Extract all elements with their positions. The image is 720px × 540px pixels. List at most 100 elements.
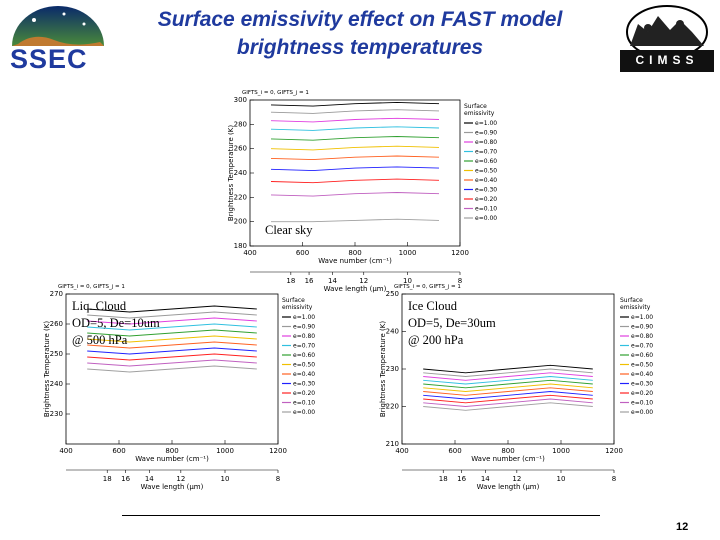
x-tick-label: 1200: [605, 447, 623, 455]
legend-title-1: Surface: [464, 103, 487, 110]
series-line-e=0.20: [270, 178, 440, 184]
y-tick-label: 220: [234, 193, 247, 201]
x-tick-label: 1000: [552, 447, 570, 455]
legend-label: e=0.90: [475, 130, 497, 137]
x-tick-label: 600: [112, 447, 125, 455]
y-tick-label: 260: [234, 145, 247, 153]
series-line-e=0.10: [423, 398, 593, 407]
series-line-e=0.00: [271, 218, 440, 223]
ssec-logo: SSEC: [4, 2, 112, 76]
legend-label: e=0.20: [293, 390, 315, 397]
chart-liquid-cloud: GIFTS_i = 0, GIFTS_j = 1 230 240 250 260 270 4…: [36, 278, 318, 503]
y-axis-label: Brightness Temperature (K): [379, 321, 387, 417]
legend-label: e=0.90: [631, 324, 653, 331]
series-line-e=0.00: [87, 365, 257, 373]
chart-ice-cloud: GIFTS_i = 0, GIFTS_j = 1 210 220 230 240 250 4…: [370, 278, 660, 503]
legend-label: e=0.50: [475, 168, 497, 175]
series-line-e=0.90: [87, 311, 257, 319]
x2-tick-label: 10: [403, 277, 412, 285]
series-line-e=0.90: [270, 109, 440, 114]
series-group: [87, 305, 257, 373]
x-tick-label: 400: [243, 249, 256, 257]
note-clear-sky: Clear sky: [265, 222, 313, 239]
note-clear-sky-line: Clear sky: [265, 223, 313, 237]
x2-tick-label: 16: [121, 475, 130, 483]
series-line-e=0.70: [423, 376, 593, 385]
legend-title-2: emissivity: [464, 110, 495, 117]
legend-label: e=0.40: [293, 371, 315, 378]
legend-label: e=0.80: [293, 333, 315, 340]
x-tick-label: 1000: [216, 447, 234, 455]
x2-tick-label: 12: [512, 475, 521, 483]
y-tick-label: 270: [50, 290, 63, 298]
x2-tick-label: 14: [328, 277, 337, 285]
legend-title-1: Surface: [282, 297, 305, 304]
x-tick-label: 600: [296, 249, 309, 257]
legend-label: e=0.20: [631, 390, 653, 397]
legend-title-2: emissivity: [620, 304, 651, 311]
legend-label: e=0.00: [631, 409, 653, 416]
note-ice-cloud: Ice Cloud OD=5, De=30um @ 200 hPa: [408, 298, 496, 349]
x2-tick-label: 16: [457, 475, 466, 483]
chart-ice-cloud-svg: GIFTS_i = 0, GIFTS_j = 1 210 220 230 240 250 4…: [379, 284, 653, 491]
legend-label: e=0.70: [475, 149, 497, 156]
note-liquid-cloud-line-3: @ 500 hPa: [72, 333, 128, 347]
legend-label: e=0.40: [631, 371, 653, 378]
series-line-e=1.00: [270, 101, 440, 107]
x2-tick-label: 18: [439, 475, 448, 483]
legend-label: e=0.70: [631, 343, 653, 350]
x-tick-label: 400: [59, 447, 72, 455]
y-axis-label: Brightness Temperature (K): [43, 321, 51, 417]
series-line-e=0.70: [270, 126, 440, 131]
legend-label: e=0.00: [293, 409, 315, 416]
series-line-e=0.40: [87, 341, 257, 349]
title-line-1: Surface emissivity effect on FAST model: [157, 8, 563, 31]
series-line-e=0.30: [423, 391, 593, 400]
y-tick-label: 240: [386, 328, 399, 336]
y-tick-label: 240: [50, 380, 63, 388]
legend-label: e=1.00: [475, 120, 497, 127]
series-line-e=0.50: [270, 145, 440, 151]
legend-label: e=0.60: [631, 352, 653, 359]
x2-axis-label: Wave length (μm): [324, 285, 387, 293]
chart-header: GIFTS_i = 0, GIFTS_j = 1: [242, 90, 309, 96]
x-tick-label: 800: [348, 249, 361, 257]
x-tick-label: 600: [448, 447, 461, 455]
legend-label: e=0.20: [475, 196, 497, 203]
y-tick-label: 280: [234, 120, 247, 128]
x2-tick-label: 18: [286, 277, 295, 285]
legend-label: e=0.40: [475, 177, 497, 184]
x-tick-label: 800: [501, 447, 514, 455]
x-tick-label: 1200: [451, 249, 469, 257]
series-line-e=0.20: [423, 394, 593, 404]
note-liquid-cloud-line-2: OD=5, De=10um: [72, 316, 160, 330]
legend-label: e=0.50: [631, 362, 653, 369]
y-tick-label: 240: [234, 169, 247, 177]
x-tick-label: 400: [395, 447, 408, 455]
chart-clear-sky: GIFTS_i = 0, GIFTS_j = 1 180 200 220 240 260 2…: [228, 86, 498, 301]
legend-label: e=0.10: [631, 400, 653, 407]
y-tick-label: 250: [386, 290, 399, 298]
x2-tick-label: 14: [481, 475, 490, 483]
legend-label: e=1.00: [631, 314, 653, 321]
legend-title-1: Surface: [620, 297, 643, 304]
series-line-e=0.40: [270, 155, 440, 161]
x2-tick-label: 12: [176, 475, 185, 483]
x2-tick-label: 8: [276, 475, 280, 483]
note-ice-cloud-line-1: Ice Cloud: [408, 299, 457, 313]
series-line-e=0.50: [87, 335, 257, 343]
series-line-e=0.30: [270, 166, 440, 172]
series-line-e=0.40: [423, 387, 593, 396]
x-tick-label: 800: [165, 447, 178, 455]
y-tick-label: 230: [50, 410, 63, 418]
legend-label: e=0.50: [293, 362, 315, 369]
footer-divider: [122, 515, 600, 516]
page-number: 12: [676, 521, 689, 533]
x2-tick-label: 16: [305, 277, 314, 285]
legend-label: e=0.60: [293, 352, 315, 359]
y-tick-label: 250: [50, 350, 63, 358]
legend-label: e=0.30: [293, 381, 315, 388]
title-line-2: brightness temperatures: [236, 36, 484, 59]
x2-tick-label: 14: [145, 475, 154, 483]
page-title: Surface emissivity effect on FAST model …: [120, 6, 600, 62]
